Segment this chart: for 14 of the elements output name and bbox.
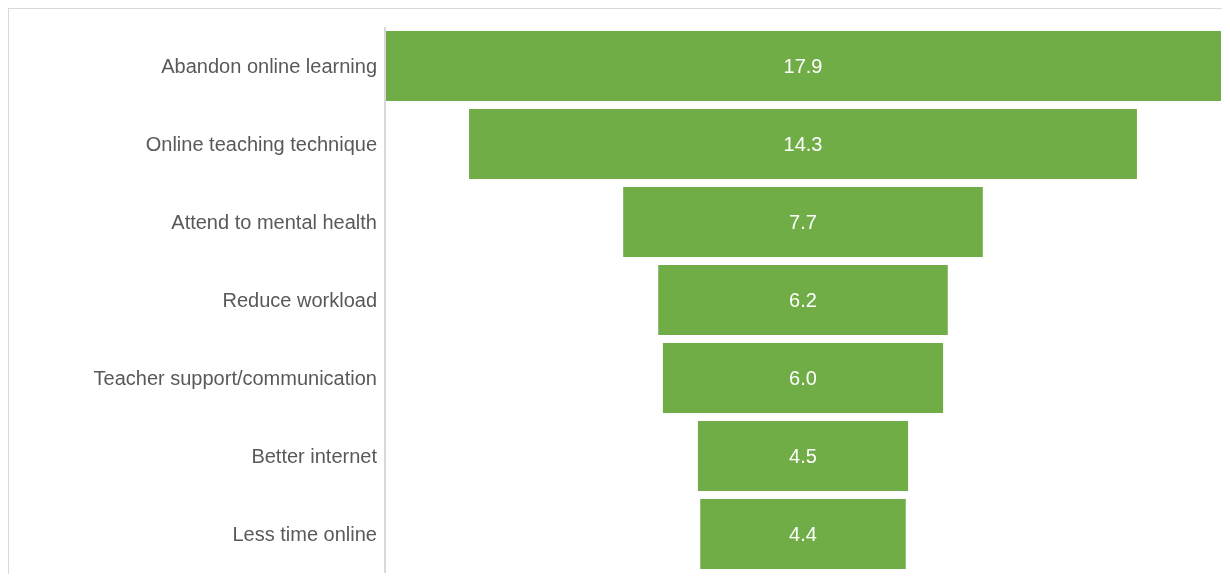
data-label: 6.2	[789, 289, 817, 311]
category-label: Better internet	[251, 445, 378, 468]
category-label: Teacher support/communication	[93, 367, 377, 390]
category-label: Less time online	[232, 523, 377, 546]
data-label: 17.9	[783, 55, 823, 77]
data-label: 7.7	[789, 211, 817, 233]
data-label: 6.0	[789, 367, 817, 389]
category-label: Online teaching technique	[145, 133, 377, 156]
data-label: 14.3	[783, 133, 823, 155]
data-label: 4.5	[789, 445, 817, 467]
category-label: Reduce workload	[222, 289, 377, 312]
category-label: Abandon online learning	[161, 55, 377, 78]
data-label: 4.4	[789, 523, 817, 545]
category-label: Attend to mental health	[171, 211, 377, 234]
